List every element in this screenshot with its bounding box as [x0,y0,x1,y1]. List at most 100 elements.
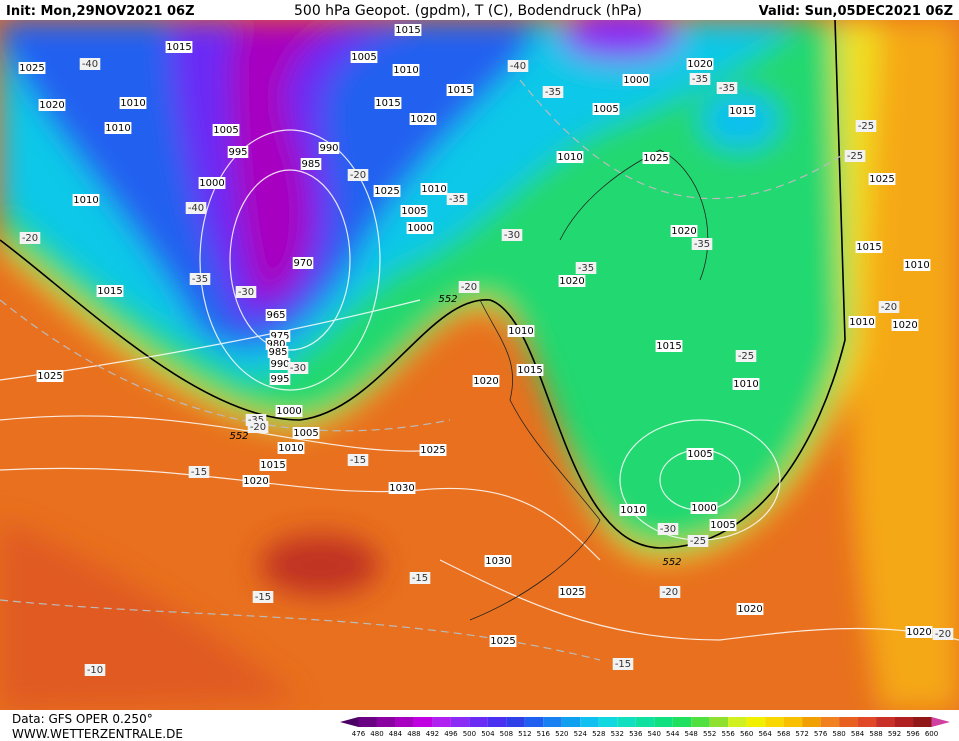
temperature-label-box [79,58,101,70]
isobar-label-box [472,375,500,387]
isobar-label: 1010 [105,123,130,134]
isobar-label: 1010 [904,260,929,271]
isobar-label-box [619,504,647,516]
colorbar-label: 588 [869,730,882,738]
colorbar-swatch [598,717,618,727]
temperature-label-box [189,273,211,285]
isobar-label: 990 [319,143,338,154]
isobar-label: 1015 [395,25,420,36]
colorbar-swatch [894,717,914,727]
colorbar-swatch [876,717,895,727]
isobar-label-box [275,405,303,417]
colorbar-swatch [376,717,396,727]
temperature-label: -30 [660,524,676,535]
isobar-label: 1010 [733,379,758,390]
temperature-label: -20 [350,170,366,181]
isobar-label-box [642,152,670,164]
isobar-label: 1025 [490,636,515,647]
colorbar-label: 504 [481,730,495,738]
temperature-label: -35 [449,194,465,205]
isobar-label: 1015 [729,106,754,117]
temperature-label-box [185,202,207,214]
colorbar-label: 564 [758,730,772,738]
isobar-label: 1015 [166,42,191,53]
colorbar-swatch [543,717,562,727]
colorbar-label: 532 [611,730,624,738]
isobar-label: 995 [228,147,247,158]
isobar-label-box [507,325,535,337]
colorbar-label: 476 [352,730,366,738]
isobar-label: 1020 [906,627,931,638]
labels: 1015 1025 1020 1010 1010 1005 995 1000 1010 1015 1… [18,24,954,676]
colorbar-label: 528 [592,730,605,738]
isobar-label: 1020 [243,476,268,487]
colorbar-swatch [746,717,766,727]
temperature-label-box [347,169,369,181]
temperature-label: -35 [578,263,594,274]
isobar-label-box [419,444,447,456]
isobar-label-box [558,275,586,287]
colorbar-swatch [709,717,729,727]
colorbar-swatch [469,717,488,727]
isobar-label-box [409,113,437,125]
temperature-label: -15 [255,592,271,603]
isobar-label: 975 [270,331,289,342]
colorbar-label: 596 [906,730,920,738]
isobar-label: 970 [293,258,312,269]
isobar-label-box [556,151,584,163]
isobar-label-box [622,74,650,86]
isobar-label: 1010 [557,152,582,163]
colorbar-label: 500 [463,730,476,738]
temperature-label: -20 [22,233,38,244]
colorbar-label: 508 [500,730,513,738]
isobar-label-box [242,475,270,487]
isobar-label: 1025 [374,186,399,197]
isobar-label-box [269,373,291,385]
isobar-label-box [728,105,756,117]
colorbar-label: 548 [685,730,698,738]
temperature-label: -25 [738,351,754,362]
isobar-label-box [868,173,896,185]
isobar-label-box [400,205,428,217]
colorbar-swatch [487,717,507,727]
temperature-label: -20 [461,282,477,293]
isobar-label-box [388,482,416,494]
isobar-label-box [374,97,402,109]
temperature-label: -15 [412,573,428,584]
temperature-label: -25 [847,151,863,162]
temperature-label-box [844,150,866,162]
isobar-label: 1010 [73,195,98,206]
temperature-label: -20 [250,422,266,433]
colorbar-label: 556 [721,730,735,738]
isobar-label: 1000 [199,178,224,189]
temperature-label-box [659,586,681,598]
temperature-label-box [235,286,257,298]
temperature-label-box [347,454,369,466]
temperature-label-box [735,350,757,362]
colorbar-swatch [783,717,803,727]
isobar-label: 985 [268,347,287,358]
colorbar-label: 540 [648,730,661,738]
contour-label: 552 [229,431,248,442]
colorbar-label: 524 [574,730,588,738]
colorbar-label: 484 [389,730,403,738]
isobar-label-box [38,99,66,111]
isobar-label: 1020 [410,114,435,125]
isobar-label: 1005 [293,428,318,439]
isobar-label: 1000 [276,406,301,417]
colorbar-swatch [358,717,377,727]
isobar-label: 1000 [407,223,432,234]
colorbar-label: 492 [426,730,439,738]
colorbar-label: 516 [537,730,551,738]
isobar-label: 1030 [389,483,414,494]
temperature-label: -10 [87,665,103,676]
colorbar-swatch [524,717,544,727]
temperature-label: -25 [690,536,706,547]
isobar-label-box [300,158,322,170]
isobar-label-box [265,309,287,321]
isobar-label: 980 [266,339,285,350]
temperature-label: -35 [545,87,561,98]
temperature-label-box [691,238,713,250]
isobar-label: 1010 [849,317,874,328]
